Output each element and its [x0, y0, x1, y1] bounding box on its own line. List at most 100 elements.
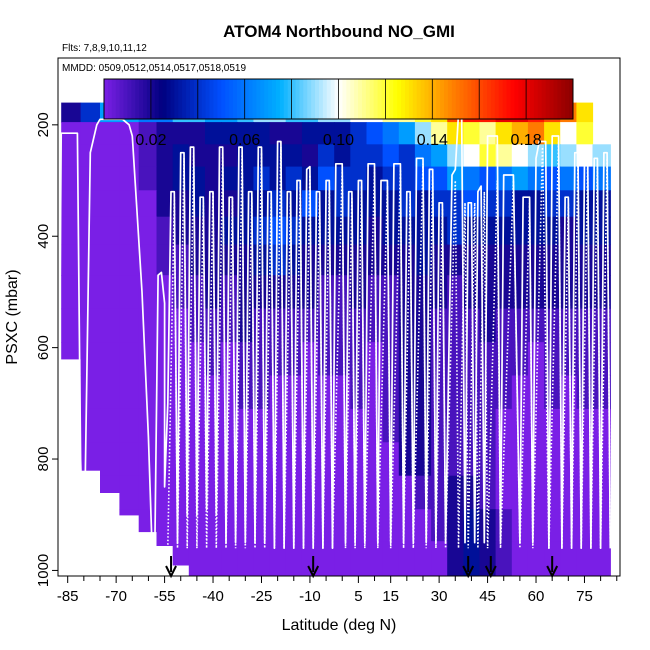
- x-tick-label: -40: [202, 588, 224, 605]
- x-tick-label: -70: [105, 588, 127, 605]
- heatmap-cell: [318, 541, 335, 576]
- colorbar-cell: [225, 79, 230, 119]
- colorbar-cell: [287, 79, 293, 119]
- x-axis-label: Latitude (deg N): [282, 617, 397, 634]
- heatmap-cell: [511, 216, 529, 246]
- heatmap-cell: [592, 509, 611, 542]
- heatmap-cell: [237, 122, 254, 145]
- heatmap-cell: [80, 442, 101, 471]
- colorbar-cell: [381, 79, 386, 119]
- colorbar-cell: [119, 79, 125, 119]
- heatmap-cell: [527, 541, 545, 576]
- colorbar-cell: [401, 79, 406, 119]
- colorbar-cell: [131, 79, 136, 119]
- colorbar-cell: [533, 79, 539, 119]
- colorbar-cell: [346, 79, 351, 119]
- heatmap-cell: [285, 122, 303, 145]
- heatmap-cell: [188, 342, 206, 377]
- heatmap-cell: [414, 144, 432, 168]
- heatmap-cell: [544, 308, 561, 343]
- heatmap-cell: [318, 166, 335, 191]
- colorbar-cell: [369, 79, 375, 119]
- colorbar: 0.02 0.06 0.10 0.14 0.18: [103, 78, 574, 149]
- colorbar-cell: [361, 79, 367, 119]
- heatmap-cell: [138, 275, 158, 310]
- heatmap-cell: [447, 541, 464, 576]
- heatmap-cell: [366, 475, 384, 510]
- colorbar-cell: [385, 79, 390, 119]
- heatmap-cell: [119, 442, 140, 477]
- heatmap-cell: [366, 509, 384, 542]
- heatmap-cell: [221, 122, 238, 145]
- heatmap-cell: [119, 216, 140, 246]
- heatmap-cell: [431, 144, 448, 168]
- x-tick-label: -85: [57, 588, 79, 605]
- colorbar-cell: [111, 79, 117, 119]
- heatmap-cell: [237, 166, 254, 191]
- heatmap-cell: [301, 541, 319, 576]
- colorbar-cell: [272, 79, 277, 119]
- heatmap-cell: [205, 541, 222, 576]
- colorbar-cell: [229, 79, 234, 119]
- colorbar-cell: [232, 79, 238, 119]
- heatmap-cell: [511, 375, 529, 410]
- heatmap-cell: [119, 244, 140, 276]
- heatmap-cell: [237, 375, 254, 410]
- heatmap-cell: [80, 244, 101, 276]
- heatmap-cell: [495, 308, 513, 343]
- colorbar-cell: [244, 79, 250, 119]
- colorbar-lines: [150, 79, 574, 119]
- heatmap-cell: [447, 475, 464, 510]
- colorbar-cell: [338, 79, 343, 119]
- heatmap-cell: [237, 275, 254, 310]
- colorbar-cell: [127, 79, 132, 119]
- heatmap-cell: [188, 244, 206, 276]
- heatmap-cell: [431, 122, 448, 145]
- heatmap-cell: [431, 166, 448, 191]
- heatmap-cell: [100, 144, 120, 168]
- heatmap-cell: [544, 275, 561, 310]
- colorbar-cell: [166, 79, 171, 119]
- heatmap-cell: [527, 342, 545, 377]
- colorbar-cell: [182, 79, 187, 119]
- heatmap-cell: [447, 375, 464, 410]
- heatmap-cell: [560, 541, 577, 576]
- colorbar-cell: [217, 79, 222, 119]
- colorbar-cell: [498, 79, 504, 119]
- heatmap-cell: [237, 190, 254, 218]
- heatmap-cell: [592, 275, 611, 310]
- colorbar-cell: [471, 79, 476, 119]
- heatmap-cell: [138, 442, 158, 477]
- heatmap-cell: [382, 275, 400, 310]
- y-tick-label: 200: [35, 112, 52, 137]
- heatmap-cell: [511, 244, 529, 276]
- heatmap-cell: [119, 475, 140, 510]
- heatmap-cell: [495, 275, 513, 310]
- heatmap-cell: [560, 166, 577, 191]
- heatmap-cell: [382, 375, 400, 410]
- heatmap-cell: [495, 509, 513, 542]
- colorbar-cell: [205, 79, 211, 119]
- heatmap-cell: [334, 122, 351, 145]
- colorbar-cell: [358, 79, 363, 119]
- heatmap-cell: [269, 122, 287, 145]
- heatmap-cell: [495, 122, 513, 145]
- colorbar-cell: [447, 79, 453, 119]
- colorbar-cell: [373, 79, 379, 119]
- colorbar-cell: [494, 79, 500, 119]
- flights-note: Flts: 7,8,9,10,11,12: [62, 43, 147, 54]
- colorbar-cell: [315, 79, 320, 119]
- plot-frame: [57, 57, 621, 577]
- colorbar-tick-label: 0.18: [511, 132, 542, 149]
- colorbar-cell: [123, 79, 128, 119]
- heatmap-cell: [495, 475, 513, 510]
- heatmap-cell: [511, 166, 529, 191]
- heatmap-cell: [414, 509, 432, 542]
- heatmap-cell: [119, 275, 140, 310]
- colorbar-cell: [268, 79, 273, 119]
- heatmap-cell: [479, 122, 497, 145]
- chart-title: ATOM4 Northbound NO_GMI: [223, 22, 455, 41]
- heatmap-cell: [138, 190, 158, 218]
- colorbar-cell: [107, 79, 113, 119]
